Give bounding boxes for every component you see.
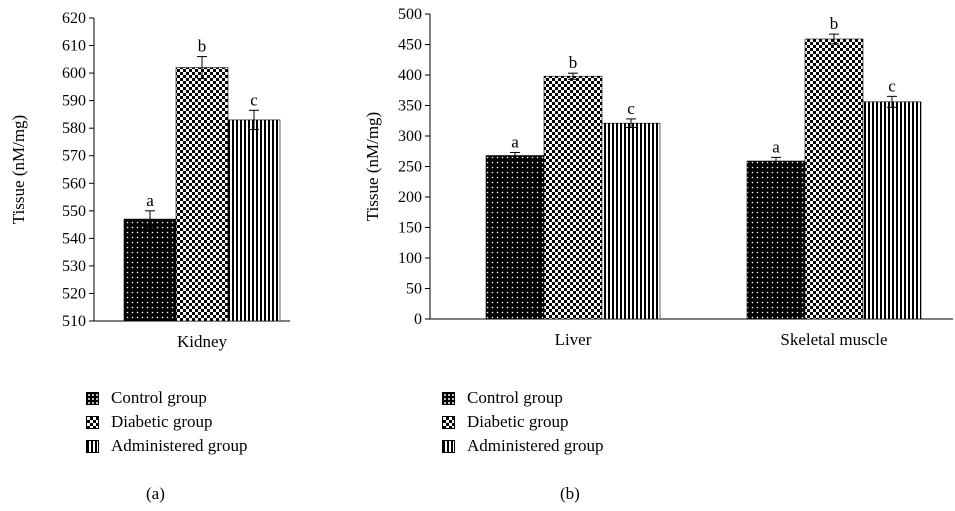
y-tick-label: 560: [62, 175, 86, 192]
bar-skeletal-muscle-control: [746, 160, 806, 320]
significance-label: c: [250, 90, 258, 109]
y-tick-label: 500: [398, 6, 422, 23]
legend-label-diabetic: Diabetic group: [111, 412, 213, 431]
administered-swatch-icon: [442, 439, 455, 453]
significance-label: a: [772, 137, 780, 156]
significance-label: c: [627, 99, 635, 118]
legend-item-control: Control group: [442, 386, 603, 410]
legend-item-administered: Administered group: [86, 434, 247, 458]
y-tick-label: 300: [398, 128, 422, 145]
legend-label-administered: Administered group: [111, 436, 248, 455]
y-tick-label: 400: [398, 67, 422, 84]
y-tick-label: 150: [398, 220, 422, 237]
y-tick-label: 590: [62, 93, 86, 110]
legend-panel-b: Control group Diabetic group Administere…: [442, 386, 603, 458]
y-axis-label: Tissue (nM/mg): [363, 112, 382, 221]
bar-skeletal-muscle-diabetic: [804, 38, 864, 320]
y-tick-label: 0: [414, 311, 422, 328]
bar-skeletal-muscle-administered: [862, 101, 922, 320]
y-tick-label: 50: [406, 281, 422, 298]
legend-label-control: Control group: [111, 388, 207, 407]
y-tick-label: 600: [62, 65, 86, 82]
y-tick-label: 550: [62, 203, 86, 220]
legend-item-administered: Administered group: [442, 434, 603, 458]
legend-item-diabetic: Diabetic group: [86, 410, 247, 434]
administered-swatch-icon: [86, 439, 99, 453]
control-swatch-icon: [442, 391, 455, 405]
x-category-label: Skeletal muscle: [780, 330, 887, 349]
y-tick-label: 620: [62, 10, 86, 27]
y-tick-label: 570: [62, 148, 86, 165]
y-tick-label: 350: [398, 98, 422, 115]
control-swatch-icon: [86, 391, 99, 405]
chart-panel-b: 0 50 100 150 200 250 300 350 400 450 500 Tissue (nM…: [363, 6, 953, 349]
significance-label: b: [569, 53, 578, 72]
y-tick-label: 520: [62, 285, 86, 302]
bar-kidney-diabetic: [175, 67, 229, 322]
significance-label: c: [888, 76, 896, 95]
legend-panel-a: Control group Diabetic group Administere…: [86, 386, 247, 458]
y-axis-label: Tissue (nM/mg): [9, 115, 28, 224]
bar-liver-administered: [601, 122, 661, 320]
y-tick-label: 450: [398, 37, 422, 54]
diabetic-swatch-icon: [86, 415, 99, 429]
panel-a-caption: (a): [146, 484, 165, 503]
chart-panel-a: 510 520 530 540 550 560 570 580 590 600 610 620 Tiss…: [9, 10, 290, 351]
significance-label: a: [146, 191, 154, 210]
y-tick-label: 510: [62, 313, 86, 330]
significance-label: b: [198, 37, 207, 56]
panel-b-caption: (b): [560, 484, 580, 503]
legend-label-administered: Administered group: [467, 436, 604, 455]
diabetic-swatch-icon: [442, 415, 455, 429]
y-tick-label: 100: [398, 250, 422, 267]
y-tick-label: 530: [62, 258, 86, 275]
bar-liver-diabetic: [543, 75, 603, 320]
y-tick-label: 200: [398, 189, 422, 206]
bar-kidney-administered: [227, 119, 281, 322]
y-tick-label: 580: [62, 120, 86, 137]
y-tick-label: 610: [62, 38, 86, 55]
legend-item-control: Control group: [86, 386, 247, 410]
legend-item-diabetic: Diabetic group: [442, 410, 603, 434]
y-tick-label: 540: [62, 230, 86, 247]
bar-liver-control: [485, 155, 545, 320]
bar-kidney-control: [123, 218, 177, 322]
y-tick-label: 250: [398, 159, 422, 176]
legend-label-control: Control group: [467, 388, 563, 407]
legend-label-diabetic: Diabetic group: [467, 412, 569, 431]
x-category-label: Liver: [555, 330, 592, 349]
significance-label: a: [511, 132, 519, 151]
significance-label: b: [830, 14, 839, 33]
x-category-label: Kidney: [177, 332, 228, 351]
